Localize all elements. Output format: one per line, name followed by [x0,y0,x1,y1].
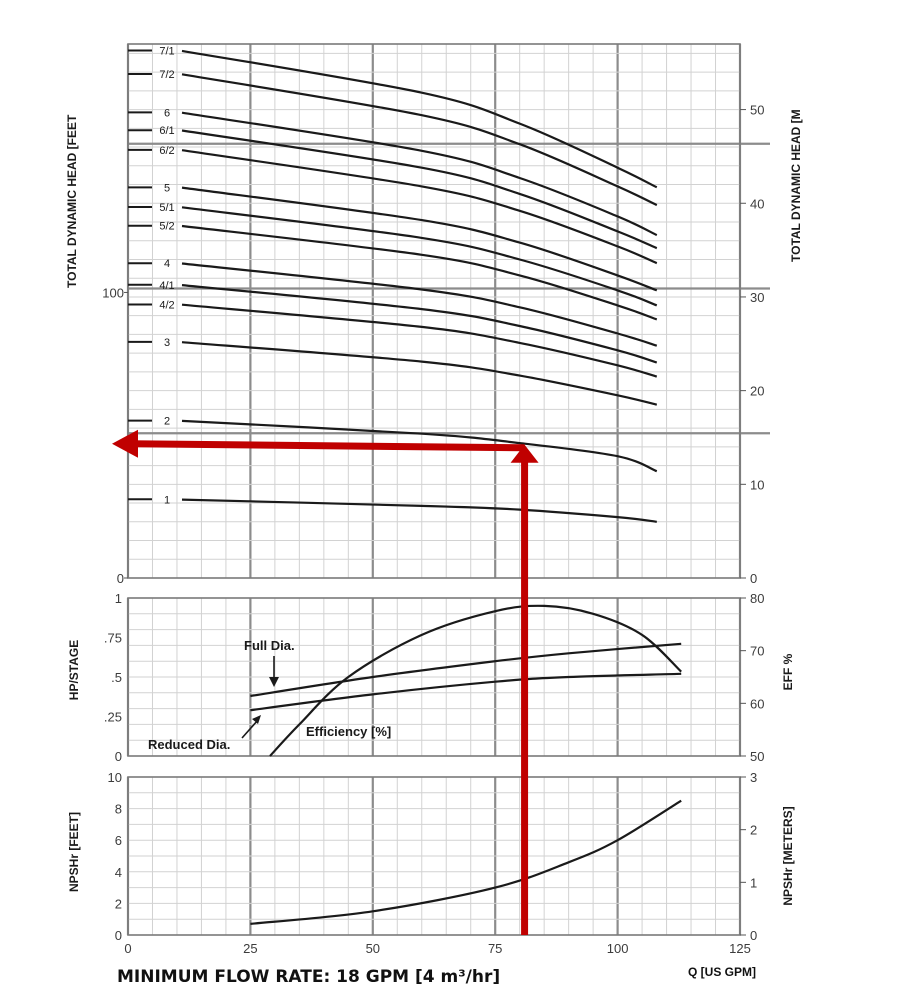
tick-label-npsh-meters: 1 [750,875,757,890]
tick-label-eff: 50 [750,749,764,764]
stage-label-4-1: 4/1 [159,280,174,292]
tick-label-npsh-feet: 6 [115,833,122,848]
head-curve-6-2 [181,149,658,265]
efficiency-label: Efficiency [%] [306,724,391,739]
stage-label-5-2: 5/2 [159,221,174,233]
stage-label-3: 3 [164,337,170,349]
full-dia-arrow-head [269,677,279,687]
reduced-dia-arrow-head [252,715,261,724]
tick-label-npsh-feet: 4 [115,865,122,880]
full-dia-label: Full Dia. [244,638,295,653]
head-curve-5-2 [181,224,658,321]
tick-label-flow: 0 [124,941,131,956]
head-curve-6-1 [181,129,658,250]
tick-label-npsh-feet: 0 [115,928,122,943]
tick-label-head-meters: 0 [750,571,757,586]
stage-label-4: 4 [164,258,170,270]
stage-label-7-2: 7/2 [159,69,174,81]
full-dia-curve [250,642,682,698]
npshr-feet-axis-title: NPSHr [FEET] [67,812,81,892]
tick-label-npsh-meters: 2 [750,823,757,838]
stage-labels: 7/1 7/2 6 6/1 6/2 5 5/1 5/2 4 4/1 4/2 3 2 1 [159,46,174,507]
head-curve-7-1 [181,49,658,189]
tick-label-head-meters: 20 [750,384,764,399]
stage-label-6-2: 6/2 [159,145,174,157]
tick-label-hp: .5 [111,670,122,685]
panel-frame-1 [127,43,741,579]
reduced-dia-label: Reduced Dia. [148,737,230,752]
tick-label-flow: 100 [607,941,629,956]
efficiency-axis-title: EFF % [781,653,795,690]
head-curve-5-1 [181,206,658,307]
npshr-curve [250,799,682,925]
tick-label-head-meters: 50 [750,103,764,118]
stage-label-2: 2 [164,416,170,428]
panel-frame-3 [127,776,741,936]
head-curve-6 [181,111,658,237]
tick-labels: 0100010203040500.25.5.751506070800246810… [102,103,764,956]
tick-label-head-feet: 0 [117,571,124,586]
tick-label-hp: 0 [115,749,122,764]
stage-label-5-1: 5/1 [159,202,174,214]
head-meters-axis-title: TOTAL DYNAMIC HEAD [M [789,109,803,262]
head-curve-2 [181,419,658,473]
reduced-dia-arrow [241,719,259,739]
curves [128,49,682,925]
tick-label-hp: 1 [115,591,122,606]
tick-label-head-meters: 40 [750,196,764,211]
tick-label-head-feet: 100 [102,285,124,300]
duty-point-marker [112,429,539,935]
head-curve-4-2 [181,303,658,378]
head-feet-axis-title: TOTAL DYNAMIC HEAD [FEET [65,114,79,288]
marker-up-arrow [510,444,539,463]
stage-label-6-1: 6/1 [159,125,174,137]
tick-label-flow: 75 [488,941,502,956]
head-curve-7-2 [181,73,658,207]
head-curve-3 [181,341,658,406]
stage-label-6: 6 [164,107,170,119]
head-curve-1 [181,498,657,523]
tick-label-flow: 25 [243,941,257,956]
tick-label-eff: 70 [750,644,764,659]
minimum-flow-rate-caption: MINIMUM FLOW RATE: 18 GPM [4 m³/hr] [117,967,500,987]
tick-label-head-meters: 30 [750,290,764,305]
efficiency-curve [269,604,682,757]
head-curve-4 [181,262,658,347]
stage-label-5: 5 [164,182,170,194]
tick-label-npsh-feet: 10 [108,770,122,785]
hp-stage-axis-title: HP/STAGE [67,640,81,700]
stage-label-1: 1 [164,494,170,506]
head-curve-4-1 [181,284,658,364]
head-curve-5 [181,186,658,292]
npshr-meters-axis-title: NPSHr [METERS] [781,806,795,905]
marker-horizontal-line [131,440,525,452]
grid-lines [126,44,770,936]
tick-label-eff: 60 [750,696,764,711]
x-axis-title: Q [US GPM] [688,965,756,979]
tick-label-npsh-meters: 0 [750,928,757,943]
tick-label-npsh-feet: 2 [115,896,122,911]
tick-label-flow: 125 [729,941,751,956]
tick-label-eff: 80 [750,591,764,606]
panel-frame-2 [127,597,741,757]
tick-label-flow: 50 [366,941,380,956]
tick-label-hp: .25 [104,710,122,725]
tick-label-npsh-feet: 8 [115,802,122,817]
panel-frames [127,43,741,936]
tick-label-npsh-meters: 3 [750,770,757,785]
stage-label-7-1: 7/1 [159,46,174,58]
marker-left-arrow [112,429,138,458]
stage-label-4-2: 4/2 [159,299,174,311]
tick-label-hp: .75 [104,631,122,646]
tick-label-head-meters: 10 [750,477,764,492]
